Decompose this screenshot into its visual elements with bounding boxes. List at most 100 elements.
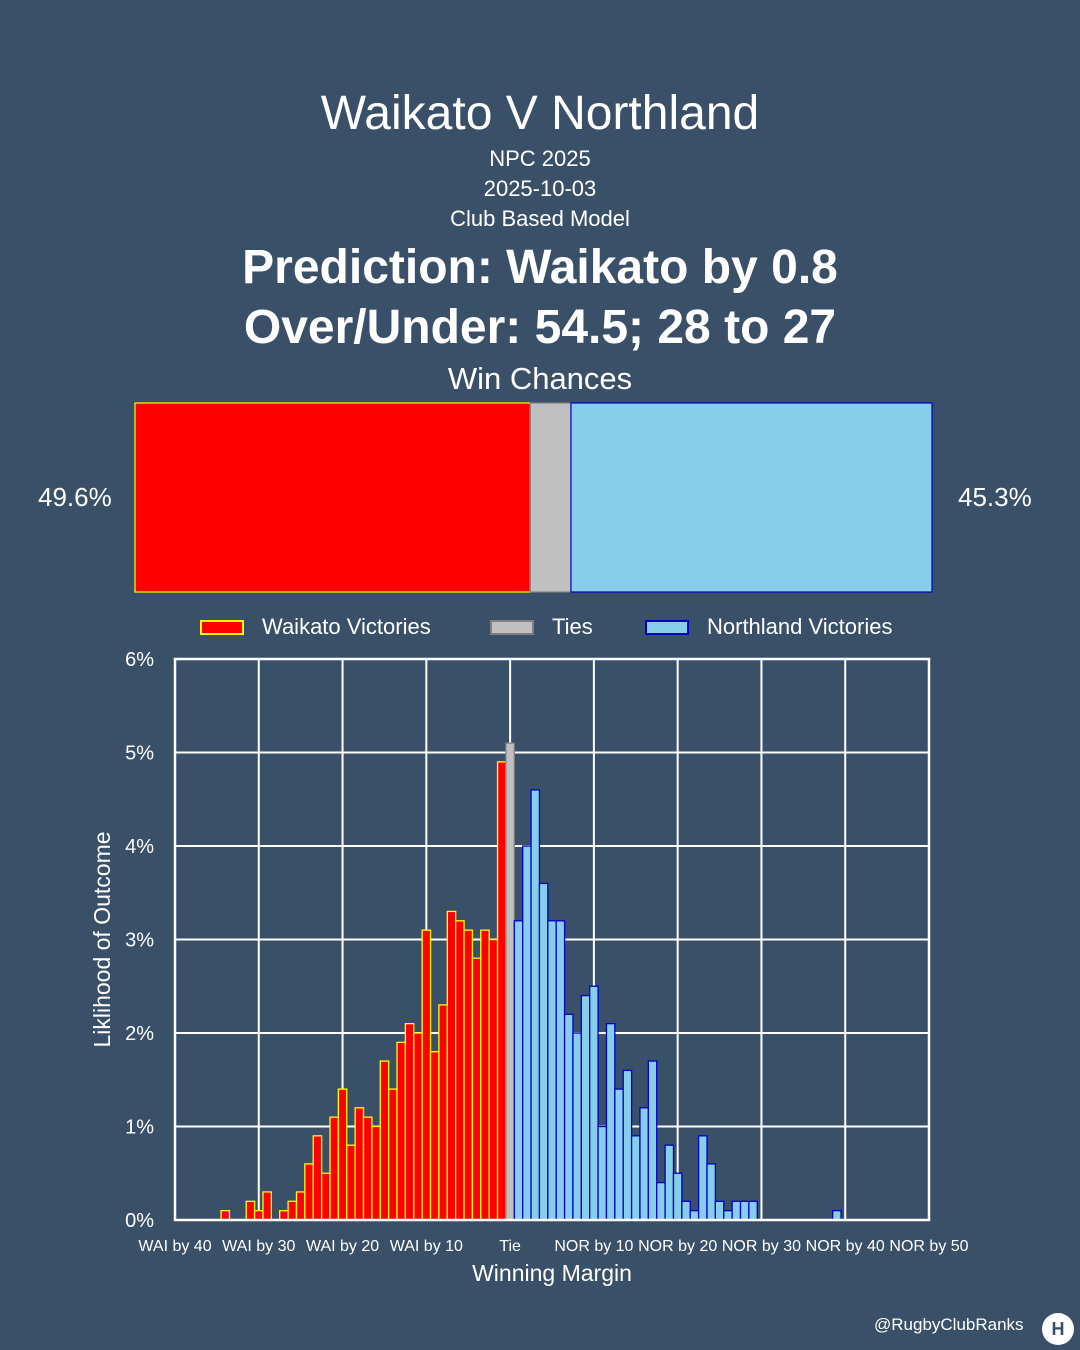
waikato-bar [354, 1107, 365, 1221]
legend-away-label: Northland Victories [707, 614, 893, 639]
x-tick-label: NOR by 40 [806, 1238, 885, 1255]
y-tick-label: 2% [125, 1023, 154, 1045]
y-tick-label: 6% [125, 649, 154, 671]
northland-bar [547, 920, 557, 1221]
northland-bar [748, 1200, 758, 1221]
northland-bar [664, 1144, 675, 1221]
waikato-bar [362, 1116, 373, 1221]
x-tick-label: NOR by 30 [722, 1238, 801, 1255]
northland-bar [647, 1060, 658, 1221]
waikato-bar [262, 1191, 272, 1221]
northland-bar [739, 1200, 750, 1221]
northland-bar [563, 1013, 574, 1221]
northland-bar [622, 1069, 633, 1221]
waikato-bar [253, 1210, 264, 1221]
model-label: Club Based Model [450, 206, 630, 231]
northland-bar [522, 845, 532, 1221]
waikato-bar [429, 1051, 440, 1221]
x-tick-label: WAI by 30 [222, 1238, 295, 1255]
match-date: 2025-10-03 [483, 176, 597, 201]
y-tick-label: 0% [125, 1210, 154, 1232]
over-under-text: Over/Under: 54.5; 28 to 27 [243, 301, 837, 354]
northland-bar [832, 1210, 842, 1221]
waikato-bar [287, 1200, 298, 1221]
legend-home-label: Waikato Victories [262, 614, 431, 639]
waikato-bar [245, 1200, 256, 1221]
margin-histogram: 0% 1% 2% 3% 4% 5% 6% WAI by 40 WAI by 30 WAI by 2… [89, 649, 969, 1286]
tie-bar [505, 742, 515, 1221]
away-win-percent: 45.3% [958, 482, 1032, 512]
x-axis-label: Winning Margin [472, 1260, 632, 1286]
waikato-bar [396, 1041, 407, 1221]
northland-bar [572, 1032, 582, 1221]
northland-bar [681, 1200, 691, 1221]
northland-bar [639, 1107, 649, 1221]
waikato-bar [455, 920, 465, 1221]
waikato-bar [404, 1022, 415, 1221]
waikato-bar [438, 1004, 448, 1221]
x-tick-label: WAI by 10 [390, 1238, 463, 1255]
x-tick-label: WAI by 20 [306, 1238, 379, 1255]
home-win-segment [134, 402, 531, 593]
y-tick-label: 1% [125, 1117, 154, 1139]
legend-home: Waikato Victories [200, 614, 431, 640]
prediction-text: Prediction: Waikato by 0.8 [242, 241, 838, 294]
tie-segment [529, 402, 572, 593]
away-win-segment [570, 402, 933, 593]
waikato-bar [480, 929, 490, 1221]
waikato-bar [320, 1172, 331, 1221]
waikato-bar [371, 1125, 381, 1221]
x-tick-label: WAI by 40 [138, 1238, 211, 1255]
plot-frame [173, 657, 931, 1222]
x-tick-label: NOR by 50 [889, 1238, 968, 1255]
x-tick-label: Tie [499, 1238, 521, 1255]
competition-label: NPC 2025 [489, 146, 591, 171]
legend-away-swatch [645, 619, 689, 635]
logo-icon: H [1042, 1313, 1074, 1345]
waikato-bar [220, 1210, 231, 1221]
waikato-bar [413, 1032, 423, 1221]
northland-bar [714, 1200, 725, 1221]
northland-bar [656, 1181, 666, 1221]
northland-bar [723, 1210, 733, 1221]
y-tick-label: 3% [125, 930, 154, 952]
northland-bar [614, 1088, 624, 1221]
waikato-bar [295, 1191, 306, 1221]
waikato-bar [463, 929, 474, 1221]
northland-bar [672, 1172, 683, 1221]
y-tick-label: 4% [125, 836, 154, 858]
northland-bar [513, 920, 524, 1221]
waikato-bar [471, 957, 482, 1221]
northland-bar [589, 985, 599, 1221]
northland-bar [580, 994, 591, 1221]
y-axis-label: Liklihood of Outcome [89, 831, 115, 1047]
legend-tie-swatch [490, 619, 534, 635]
northland-bar [731, 1200, 742, 1221]
northland-bar [530, 789, 541, 1221]
northland-bar [597, 1125, 608, 1221]
northland-bar [706, 1163, 717, 1221]
waikato-bar [346, 1144, 356, 1221]
waikato-bar [421, 929, 432, 1221]
waikato-bar [329, 1116, 340, 1221]
win-chances-bar [134, 402, 933, 593]
x-tick-label: NOR by 20 [638, 1238, 717, 1255]
twitter-handle: @RugbyClubRanks [874, 1315, 1024, 1334]
northland-bar [630, 1135, 641, 1221]
waikato-bar [446, 910, 457, 1221]
northland-bar [605, 1022, 616, 1221]
legend-tie: Ties [490, 614, 593, 640]
waikato-bar [312, 1135, 323, 1221]
y-tick-label: 5% [125, 743, 154, 765]
waikato-bar [488, 938, 499, 1221]
northland-bar [697, 1135, 708, 1221]
northland-bar [555, 920, 566, 1221]
waikato-bar [379, 1060, 390, 1221]
x-tick-label: NOR by 10 [554, 1238, 633, 1255]
waikato-bar [279, 1210, 289, 1221]
waikato-bar [496, 761, 507, 1221]
northland-bar [689, 1210, 700, 1221]
waikato-bar [387, 1088, 398, 1221]
waikato-bar [304, 1163, 314, 1221]
legend-tie-label: Ties [552, 614, 593, 639]
